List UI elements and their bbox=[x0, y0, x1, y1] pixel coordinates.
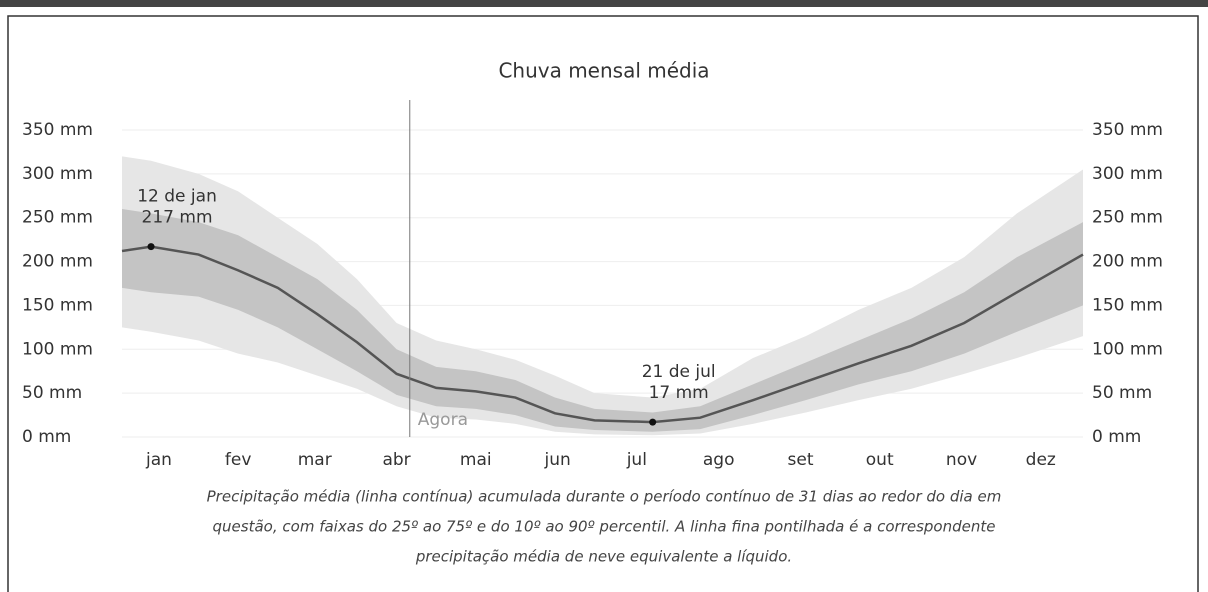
x-tick-label: mai bbox=[460, 450, 492, 470]
median-line bbox=[121, 245, 1084, 424]
y2-tick-label: 50 mm bbox=[1092, 383, 1152, 403]
y-tick-label: 0 mm bbox=[22, 427, 71, 447]
y-tick-label: 250 mm bbox=[22, 208, 93, 228]
annotation-point bbox=[147, 243, 155, 251]
y-tick-label: 300 mm bbox=[22, 164, 93, 184]
y2-tick-label: 300 mm bbox=[1092, 164, 1163, 184]
chart-title: Chuva mensal média bbox=[498, 59, 709, 83]
annotation-date: 21 de jul bbox=[642, 362, 716, 382]
x-tick-label: ago bbox=[703, 450, 735, 470]
y2-tick-label: 250 mm bbox=[1092, 208, 1163, 228]
top-bar bbox=[0, 0, 1208, 7]
y2-tick-label: 200 mm bbox=[1092, 252, 1163, 272]
frame bbox=[7, 15, 1199, 592]
y-tick-label: 150 mm bbox=[22, 295, 93, 315]
y2-tick-label: 0 mm bbox=[1092, 427, 1141, 447]
y2-tick-label: 150 mm bbox=[1092, 295, 1163, 315]
x-tick-label: set bbox=[788, 450, 814, 470]
x-tick-label: mar bbox=[298, 450, 332, 470]
x-tick-label: jul bbox=[626, 450, 647, 470]
caption: questão, com faixas do 25º ao 75º e do 1… bbox=[213, 518, 996, 536]
annotation-value: 217 mm bbox=[142, 208, 213, 228]
now-label: Agora bbox=[418, 410, 468, 430]
y2-tick-label: 350 mm bbox=[1092, 120, 1163, 140]
x-tick-label: jan bbox=[145, 450, 172, 470]
annotation-point bbox=[649, 418, 657, 426]
y-tick-label: 200 mm bbox=[22, 252, 93, 272]
annotation-value: 17 mm bbox=[649, 383, 709, 403]
x-tick-label: out bbox=[866, 450, 894, 470]
x-tick-label: nov bbox=[946, 450, 977, 470]
percentile-band bbox=[122, 208, 1083, 432]
caption: precipitação média de neve equivalente a… bbox=[415, 548, 792, 566]
y-tick-label: 100 mm bbox=[22, 339, 93, 359]
x-tick-label: jun bbox=[543, 450, 570, 470]
y2-tick-label: 100 mm bbox=[1092, 339, 1163, 359]
x-tick-label: abr bbox=[382, 450, 410, 470]
caption: Precipitação média (linha contínua) acum… bbox=[207, 488, 1002, 506]
y-tick-label: 50 mm bbox=[22, 383, 82, 403]
x-tick-label: fev bbox=[225, 450, 252, 470]
y-tick-label: 350 mm bbox=[22, 120, 93, 140]
annotation-date: 12 de jan bbox=[137, 187, 217, 207]
x-tick-label: dez bbox=[1026, 450, 1056, 470]
